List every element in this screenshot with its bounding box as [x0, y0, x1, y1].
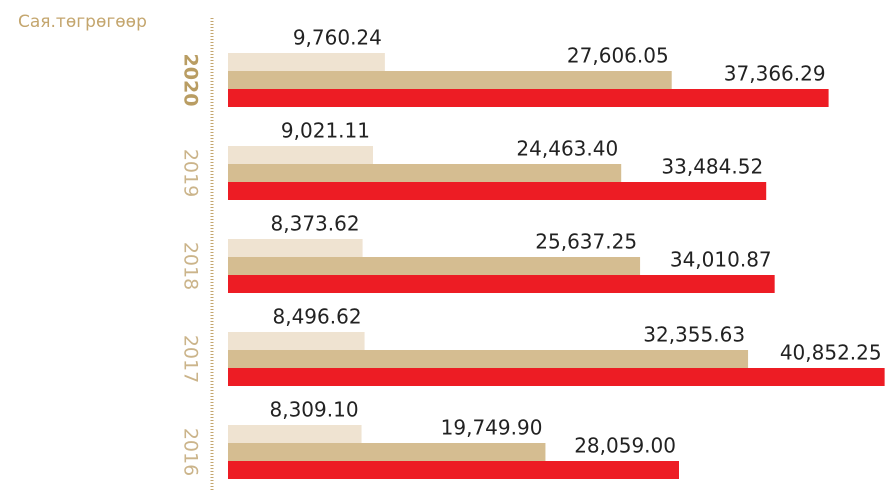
value-label: 32,355.63 — [643, 323, 745, 347]
bar — [228, 146, 373, 164]
value-label: 8,496.62 — [273, 305, 362, 329]
category-label: 2018 — [180, 242, 202, 290]
value-label: 9,760.24 — [293, 26, 382, 50]
category-label: 2017 — [180, 335, 202, 383]
bar — [228, 239, 363, 257]
value-label: 33,484.52 — [661, 155, 763, 179]
value-label: 8,309.10 — [269, 398, 358, 422]
value-label: 19,749.90 — [441, 416, 543, 440]
category-label: 2016 — [180, 428, 202, 476]
value-label: 28,059.00 — [574, 434, 676, 458]
bar — [228, 257, 641, 275]
bar — [228, 443, 546, 461]
bar — [228, 350, 749, 368]
value-label: 24,463.40 — [516, 137, 618, 161]
bar — [228, 332, 365, 350]
value-label: 25,637.25 — [535, 230, 637, 254]
value-label: 37,366.29 — [724, 62, 826, 86]
bar — [228, 182, 767, 200]
bar — [228, 89, 829, 107]
value-label: 8,373.62 — [271, 212, 360, 236]
bar — [228, 368, 885, 386]
bar — [228, 461, 679, 479]
value-label: 9,021.11 — [281, 119, 370, 143]
category-label: 2019 — [180, 149, 202, 197]
bar — [228, 275, 775, 293]
category-label: 2020 — [180, 54, 202, 107]
value-label: 27,606.05 — [567, 44, 669, 68]
bar — [228, 164, 622, 182]
value-label: 34,010.87 — [670, 248, 772, 272]
bar — [228, 53, 385, 71]
value-label: 40,852.25 — [780, 341, 882, 365]
bar — [228, 71, 672, 89]
axis-title: Сая.төгрөгөөр — [18, 12, 147, 32]
bar — [228, 425, 362, 443]
